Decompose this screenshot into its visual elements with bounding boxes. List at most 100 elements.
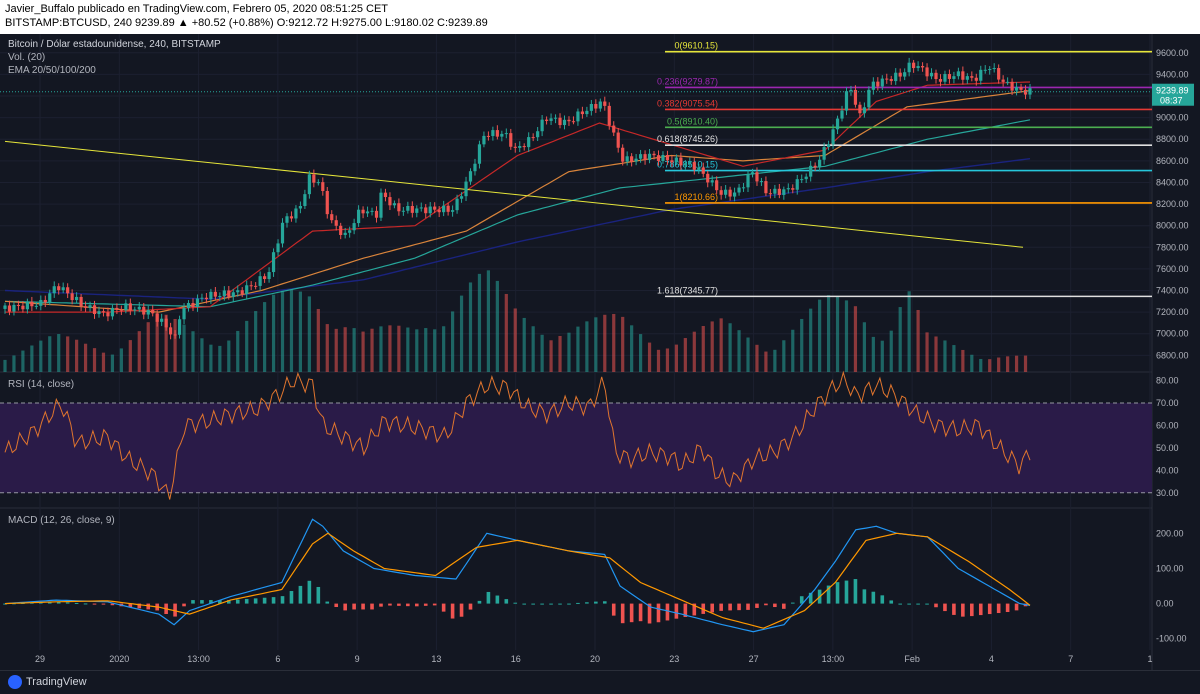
candle-body <box>580 111 585 115</box>
candle-body <box>124 303 128 311</box>
candle-body <box>43 299 47 303</box>
volume-bar <box>755 344 759 372</box>
candle-body <box>294 208 298 219</box>
candle-body <box>616 132 620 148</box>
macd-histogram-bar <box>235 599 240 604</box>
volume-bar <box>818 299 822 372</box>
candle-body <box>142 306 146 315</box>
macd-histogram-bar <box>200 600 204 604</box>
candle-body <box>549 118 553 121</box>
symbol-quote: BITSTAMP:BTCUSD, 240 9239.89 ▲ +80.52 (+… <box>5 17 488 29</box>
fib-level-label: 0.382(9075.54) <box>657 98 718 108</box>
macd-histogram-bar <box>665 603 670 621</box>
candle-body <box>871 81 875 90</box>
candle-body <box>298 206 303 209</box>
chart-canvas[interactable]: 9600.009400.009200.009000.008800.008600.… <box>0 34 1200 670</box>
candle-body <box>321 182 325 192</box>
volume-bar <box>898 307 902 372</box>
candle-body <box>661 154 665 161</box>
macd-histogram-bar <box>477 600 482 604</box>
candle-body <box>316 182 320 184</box>
macd-histogram-bar <box>844 580 849 604</box>
candle-body <box>16 304 21 306</box>
macd-histogram-bar <box>522 603 527 605</box>
volume-bar <box>48 336 52 372</box>
volume-bar <box>952 345 956 372</box>
candle-body <box>424 207 428 214</box>
volume-bar <box>236 330 240 372</box>
candle-body <box>30 301 34 307</box>
candle-body <box>39 299 43 306</box>
volume-bar <box>719 318 723 372</box>
candle-body <box>835 118 840 130</box>
macd-histogram-bar <box>773 603 777 608</box>
volume-bar <box>871 336 875 372</box>
time-tick-label: 16 <box>511 654 521 664</box>
price-tick-label: 9400.00 <box>1156 69 1189 79</box>
candle-body <box>334 220 338 226</box>
candle-body <box>245 285 249 295</box>
volume-bar <box>146 322 150 372</box>
price-tick-label: 8800.00 <box>1156 134 1189 144</box>
price-tick-label: 8400.00 <box>1156 177 1189 187</box>
candle-body <box>455 198 459 211</box>
macd-histogram-bar <box>47 602 52 604</box>
volume-bar <box>289 289 294 372</box>
volume-bar <box>21 350 25 372</box>
macd-histogram-bar <box>996 603 1001 614</box>
candle-body <box>52 286 56 294</box>
candle-body <box>3 305 7 309</box>
macd-histogram-bar <box>961 603 965 617</box>
candle-body <box>938 79 943 82</box>
candle-body <box>146 309 150 315</box>
macd-histogram-bar <box>423 603 428 606</box>
volume-bar <box>182 324 186 372</box>
candle-body <box>894 72 898 82</box>
candle-body <box>307 174 311 195</box>
candle-body <box>325 191 329 215</box>
candle-body <box>831 129 835 145</box>
volume-bar <box>809 308 813 372</box>
candle-body <box>263 276 267 279</box>
candle-body <box>791 188 795 190</box>
macd-histogram-bar <box>755 603 759 608</box>
candle-body <box>374 210 379 218</box>
volume-bar <box>585 321 589 372</box>
time-tick-label: 20 <box>590 654 600 664</box>
price-tick-label: 7200.00 <box>1156 307 1189 317</box>
candle-body <box>227 290 231 297</box>
candle-body <box>934 72 938 80</box>
macd-histogram-bar <box>567 603 571 605</box>
publish-header: Javier_Buffalo publicado en TradingView.… <box>0 0 1200 34</box>
ema50-line <box>4 90 1031 313</box>
candle-body <box>92 305 97 315</box>
candle-body <box>169 327 173 335</box>
fib-level-label: 0.786(8510.15) <box>657 160 718 170</box>
macd-histogram-bar <box>244 598 249 604</box>
ema100-line <box>4 119 1031 308</box>
candle-body <box>992 68 996 70</box>
macd-histogram-bar <box>110 603 115 606</box>
macd-histogram-bar <box>925 603 929 605</box>
macd-histogram-bar <box>611 603 616 616</box>
candle-body <box>679 157 683 166</box>
chart-area[interactable]: 9600.009400.009200.009000.008800.008600.… <box>0 34 1200 670</box>
rsi-band <box>0 402 1152 493</box>
candle-body <box>231 292 235 297</box>
candle-body <box>956 71 960 77</box>
volume-bar <box>495 280 499 372</box>
rsi-legend: RSI (14, close) <box>8 379 75 390</box>
volume-bar <box>665 348 670 372</box>
macd-legend: MACD (12, 26, close, 9) <box>8 515 115 526</box>
footer-bar: TradingView <box>0 670 1200 694</box>
candle-body <box>477 144 482 164</box>
candle-body <box>585 110 589 115</box>
volume-bar <box>83 343 88 372</box>
macd-histogram-bar <box>898 603 902 605</box>
volume-bar <box>343 327 347 372</box>
volume-bar <box>101 352 106 372</box>
macd-histogram-bar <box>513 602 518 604</box>
candle-body <box>254 285 258 287</box>
volume-bar <box>119 348 123 372</box>
rsi-tick-label: 60.00 <box>1156 420 1179 430</box>
